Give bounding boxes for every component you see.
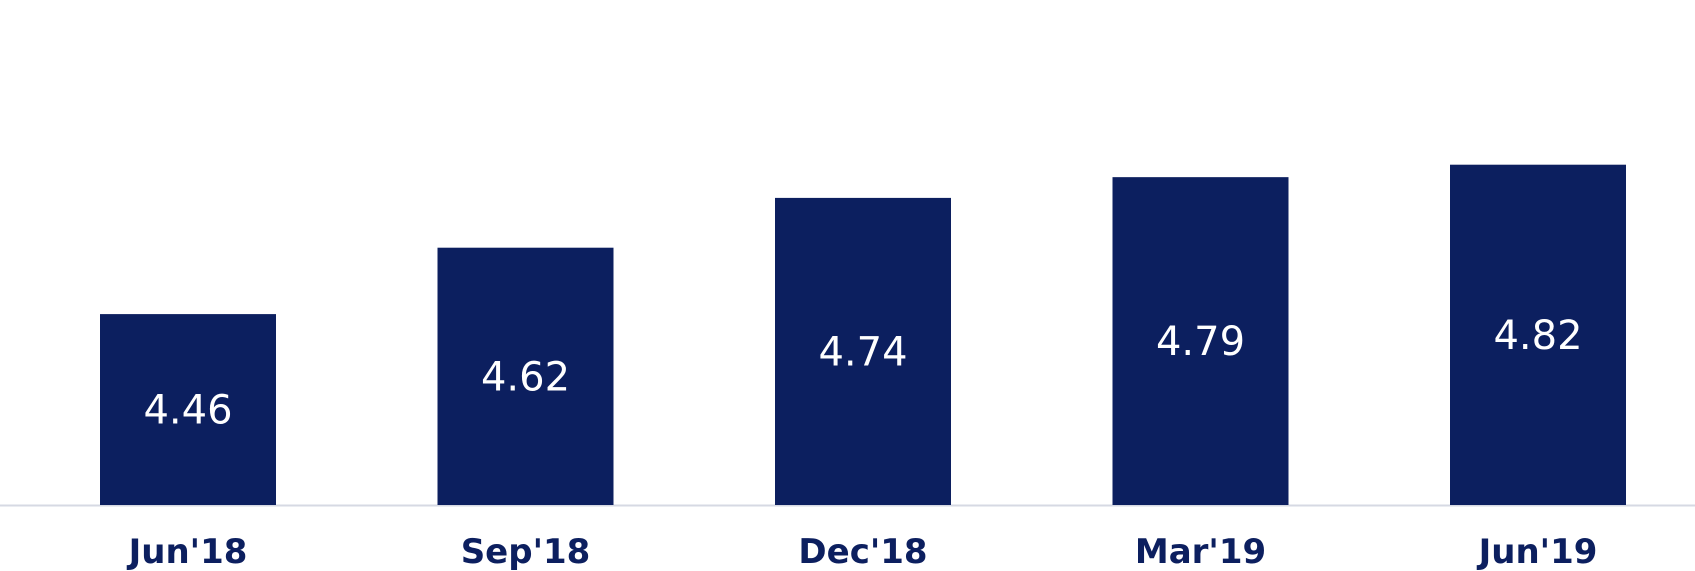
bars-group bbox=[100, 164, 1626, 505]
x-tick-label-3: Mar'19 bbox=[1135, 532, 1266, 571]
x-tick-label-0: Jun'18 bbox=[127, 532, 248, 571]
bar-value-label-2: 4.74 bbox=[818, 329, 907, 375]
bar-3 bbox=[1112, 177, 1289, 505]
x-tick-label-4: Jun'19 bbox=[1477, 532, 1598, 571]
bar-0 bbox=[100, 314, 276, 505]
bar-value-label-0: 4.46 bbox=[143, 388, 232, 434]
x-tick-label-2: Dec'18 bbox=[798, 532, 927, 571]
bar-value-label-1: 4.62 bbox=[481, 354, 570, 400]
bar-2 bbox=[775, 197, 951, 505]
bar-4 bbox=[1450, 164, 1626, 505]
bar-1 bbox=[437, 247, 614, 505]
x-tick-label-1: Sep'18 bbox=[461, 532, 591, 571]
bar-value-label-3: 4.79 bbox=[1156, 319, 1245, 365]
x-tick-labels-group: Jun'18 Sep'18 Dec'18 Mar'19 Jun'19 bbox=[127, 532, 1598, 571]
data-labels-group: 4.46 4.62 4.74 4.79 4.82 bbox=[143, 313, 1582, 434]
bar-value-label-4: 4.82 bbox=[1493, 313, 1582, 359]
